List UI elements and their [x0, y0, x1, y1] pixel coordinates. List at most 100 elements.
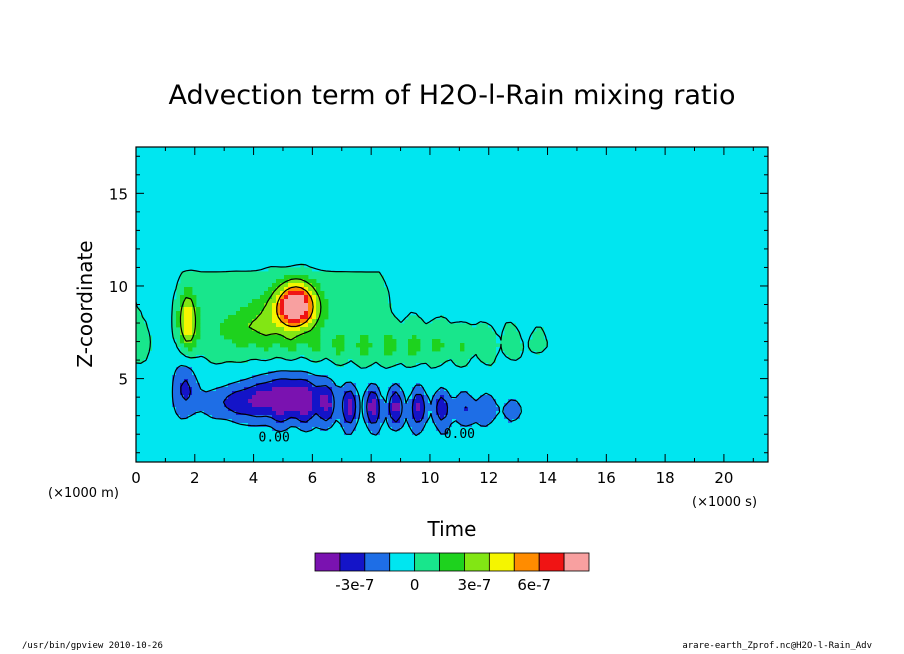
field-cell: [364, 163, 369, 168]
field-cell: [508, 259, 513, 264]
field-cell: [144, 263, 149, 268]
field-cell: [384, 159, 389, 164]
field-cell: [760, 227, 765, 232]
field-cell: [740, 243, 745, 248]
field-cell: [376, 199, 381, 204]
field-cell: [192, 243, 197, 248]
field-cell: [480, 191, 485, 196]
field-cell: [196, 187, 201, 192]
field-cell: [412, 191, 417, 196]
field-cell: [536, 223, 541, 228]
field-cell: [408, 227, 413, 232]
field-cell: [708, 259, 713, 264]
field-cell: [588, 267, 593, 272]
field-cell: [596, 147, 601, 152]
field-cell: [456, 227, 461, 232]
field-cell: [368, 215, 373, 220]
field-cell: [296, 171, 301, 176]
field-cell: [312, 251, 317, 256]
field-cell: [364, 151, 369, 156]
field-cell: [420, 187, 425, 192]
field-cell: [332, 187, 337, 192]
field-cell: [432, 155, 437, 160]
field-cell: [228, 179, 233, 184]
field-cell: [512, 163, 517, 168]
field-cell: [448, 231, 453, 236]
field-cell: [612, 203, 617, 208]
field-cell: [512, 251, 517, 256]
field-cell: [184, 163, 189, 168]
field-cell: [500, 219, 505, 224]
field-cell: [648, 167, 653, 172]
field-cell: [596, 227, 601, 232]
field-cell: [580, 255, 585, 260]
field-cell: [664, 151, 669, 156]
field-cell: [732, 255, 737, 260]
field-cell: [456, 203, 461, 208]
field-cell: [760, 223, 765, 228]
field-cell: [376, 235, 381, 240]
field-cell: [376, 219, 381, 224]
field-cell: [340, 183, 345, 188]
field-cell: [200, 223, 205, 228]
field-cell: [276, 175, 281, 180]
field-cell: [320, 179, 325, 184]
field-cell: [268, 159, 273, 164]
field-cell: [436, 239, 441, 244]
field-cell: [308, 191, 313, 196]
field-cell: [332, 255, 337, 260]
field-cell: [184, 159, 189, 164]
field-cell: [244, 155, 249, 160]
field-cell: [636, 151, 641, 156]
field-cell: [676, 155, 681, 160]
field-cell: [256, 147, 261, 152]
field-cell: [700, 271, 705, 276]
field-cell: [184, 191, 189, 196]
field-cell: [192, 211, 197, 216]
field-cell: [228, 187, 233, 192]
field-cell: [468, 223, 473, 228]
field-cell: [592, 255, 597, 260]
field-cell: [620, 195, 625, 200]
field-cell: [668, 207, 673, 212]
field-cell: [548, 219, 553, 224]
field-cell: [620, 231, 625, 236]
field-cell: [632, 207, 637, 212]
field-cell: [380, 211, 385, 216]
field-cell: [168, 155, 173, 160]
field-cell: [532, 267, 537, 272]
field-cell: [724, 271, 729, 276]
field-cell: [448, 179, 453, 184]
field-cell: [708, 203, 713, 208]
field-cell: [712, 147, 717, 152]
field-cell: [240, 219, 245, 224]
field-cell: [280, 263, 285, 268]
field-cell: [368, 155, 373, 160]
field-cell: [420, 203, 425, 208]
field-cell: [428, 227, 433, 232]
field-cell: [708, 271, 713, 276]
field-cell: [492, 227, 497, 232]
field-cell: [632, 235, 637, 240]
field-cell: [256, 187, 261, 192]
field-cell: [616, 171, 621, 176]
field-cell: [464, 179, 469, 184]
field-cell: [196, 147, 201, 152]
field-cell: [356, 163, 361, 168]
field-cell: [672, 207, 677, 212]
field-cell: [632, 239, 637, 244]
field-cell: [564, 147, 569, 152]
field-cell: [628, 223, 633, 228]
field-cell: [500, 223, 505, 228]
field-cell: [216, 235, 221, 240]
field-cell: [684, 147, 689, 152]
field-cell: [724, 263, 729, 268]
field-cell: [656, 195, 661, 200]
field-cell: [616, 167, 621, 172]
field-cell: [180, 251, 185, 256]
field-cell: [160, 159, 165, 164]
field-cell: [412, 271, 417, 276]
field-cell: [592, 267, 597, 272]
field-cell: [656, 147, 661, 152]
field-cell: [752, 171, 757, 176]
